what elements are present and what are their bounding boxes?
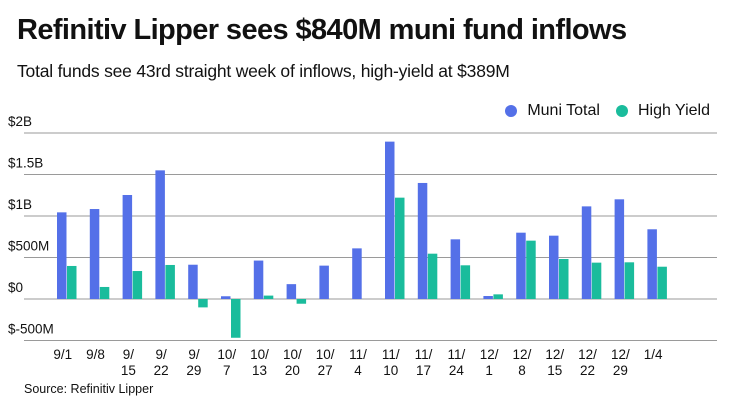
x-tick-label: 11/ [349,347,367,362]
bar-muni-total [319,265,329,299]
x-tick-label: 8 [518,363,526,378]
bar-muni-total [417,182,428,299]
bar-muni-total [614,199,625,299]
bar-high-yield [395,197,405,299]
x-tick-label: 12/ [545,347,564,362]
bar-muni-total [581,206,592,299]
bar-high-yield [198,299,208,308]
x-tick-label: 27 [318,363,333,378]
legend-item-muni-total: Muni Total [505,102,600,120]
x-tick-label: 15 [121,363,136,378]
x-tick-label: 29 [613,363,628,378]
y-tick-label: $1.5B [8,156,43,171]
bar-muni-total [483,296,493,299]
y-tick-label: $0 [8,280,23,295]
legend: Muni Total High Yield [489,102,710,120]
bar-high-yield [526,240,536,299]
bar-high-yield [493,294,503,299]
bar-high-yield [263,295,274,299]
bar-muni-total [450,239,461,299]
x-tick-label: 10/ [217,347,236,362]
x-tick-label: 11/ [447,347,465,362]
x-tick-label: 10/ [316,347,335,362]
legend-swatch-high-yield [615,105,628,117]
x-tick-label: 11/ [415,347,433,362]
x-tick-label: 9/ [123,347,135,362]
legend-swatch-muni-total [505,105,518,117]
bar-high-yield [231,299,241,338]
bar-high-yield [165,264,175,299]
x-tick-label: 10/ [250,347,269,362]
bar-high-yield [657,266,667,299]
x-tick-label: 24 [449,363,465,378]
source-note: Source: Refinitiv Lipper [24,382,154,396]
x-tick-label: 12/ [513,347,532,362]
chart-title: Refinitiv Lipper sees $840M muni fund in… [17,14,627,46]
x-tick-label: 29 [186,363,201,378]
bar-muni-total [253,260,264,299]
bar-muni-total [155,170,165,299]
x-tick-label: 9/8 [86,347,105,362]
legend-label-high-yield: High Yield [637,102,710,119]
bar-high-yield [624,262,635,299]
x-tick-label: 13 [252,363,267,378]
x-tick-label: 15 [547,363,562,378]
x-tick-label: 12/ [611,347,630,362]
x-tick-label: 11/ [382,347,400,362]
bar-high-yield [559,258,569,299]
x-tick-label: 12/ [578,347,597,362]
bar-muni-total [647,229,657,299]
chart-subtitle: Total funds see 43rd straight week of in… [17,61,510,81]
legend-item-high-yield: High Yield [615,102,710,120]
x-tick-label: 22 [580,363,595,378]
bar-muni-total [122,195,133,299]
bar-muni-total [352,248,362,299]
x-tick-label: 1 [485,363,493,378]
bar-high-yield [427,253,438,299]
bar-muni-total [286,284,297,299]
bar-muni-total [221,296,231,299]
legend-label-muni-total: Muni Total [527,102,600,119]
x-tick-label: 20 [285,363,300,378]
bar-muni-total [516,232,526,299]
bar-high-yield [99,286,110,299]
bar-high-yield [132,271,143,299]
x-tick-label: 17 [416,363,431,378]
bar-high-yield [67,265,77,299]
bar-high-yield [296,299,307,304]
x-tick-label: 1/4 [644,347,663,362]
x-tick-label: 4 [354,363,362,378]
x-tick-label: 12/ [480,347,499,362]
x-tick-label: 9/ [156,347,168,362]
x-tick-label: 9/1 [53,347,72,362]
x-tick-label: 10/ [283,347,302,362]
y-tick-label: $1B [8,197,32,212]
bar-muni-total [188,264,198,299]
y-tick-label: $2B [8,114,32,129]
bar-high-yield [591,262,602,299]
x-tick-label: 7 [223,363,231,378]
bar-high-yield [460,265,471,299]
y-tick-label: $500M [8,239,49,254]
bar-muni-total [57,212,67,299]
bar-muni-total [549,235,559,299]
bar-muni-total [89,209,100,299]
x-tick-label: 9/ [188,347,200,362]
bar-muni-total [385,141,395,299]
y-tick-label: $-500M [8,322,54,337]
x-tick-label: 22 [154,363,169,378]
x-tick-label: 10 [383,363,398,378]
